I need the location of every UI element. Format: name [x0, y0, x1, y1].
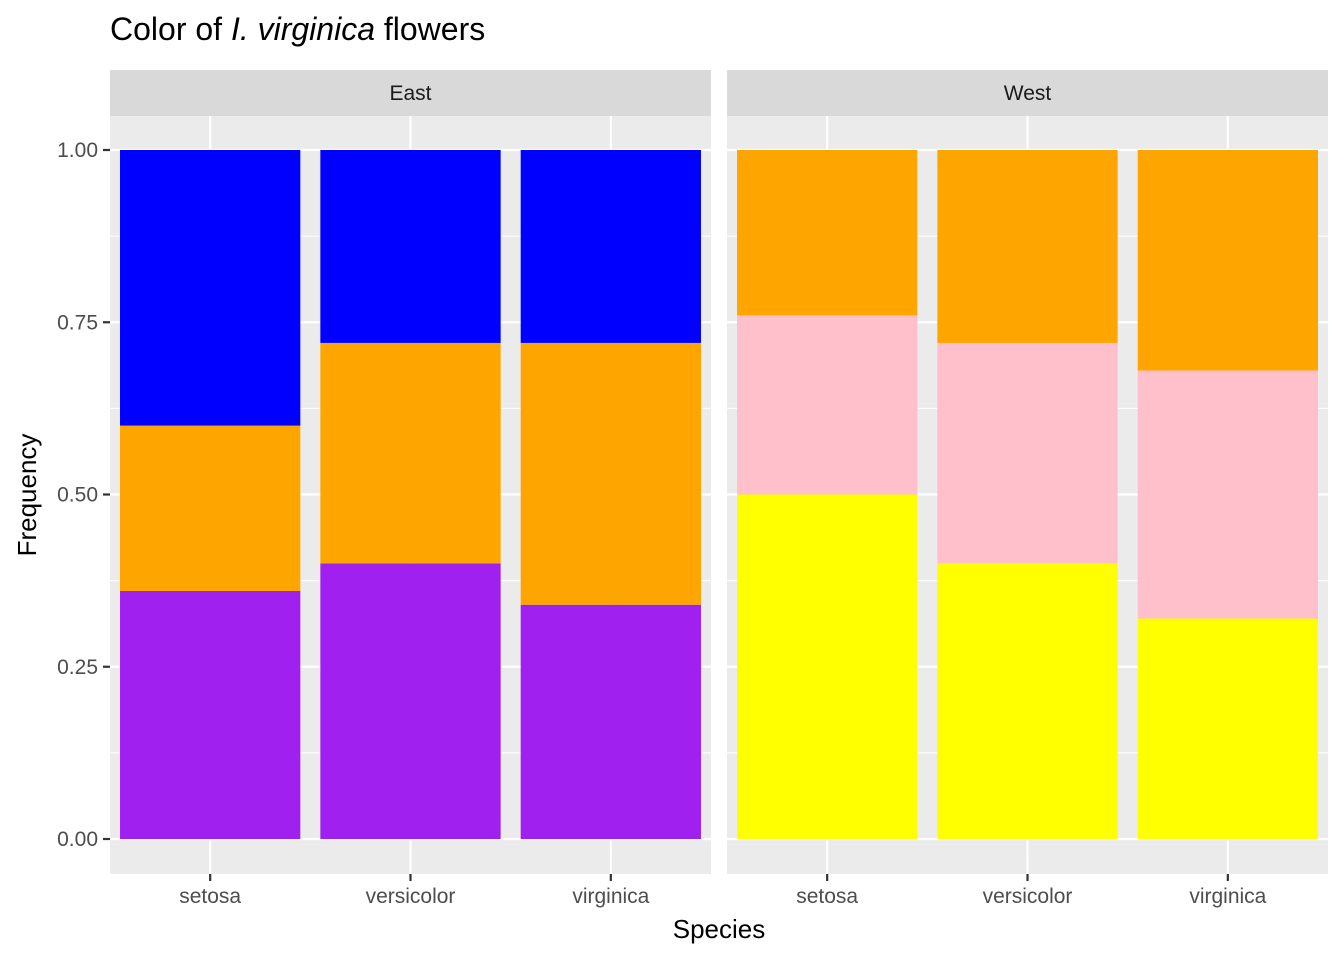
facet-strip — [727, 70, 1328, 116]
bar-segment-west-virginica-1 — [1137, 370, 1318, 619]
x-tick-label: setosa — [796, 885, 858, 908]
title-part-2: I. virginica — [231, 11, 375, 47]
bar-segment-west-versicolor-0 — [937, 563, 1118, 839]
bar-segment-east-virginica-0 — [520, 604, 701, 839]
y-tick-label: 0.75 — [57, 311, 98, 334]
y-axis: 0.00 0.25 0.50 0.75 1.00 — [57, 139, 110, 851]
bar-segment-east-virginica-2 — [520, 150, 701, 343]
bar-segment-east-versicolor-2 — [320, 150, 501, 343]
facet-panel-east: East setosa versicolor virginica — [110, 70, 711, 908]
title-part-1: Color of — [110, 11, 231, 47]
chart-title: Color of I. virginica flowers — [110, 11, 485, 47]
bar-segment-west-setosa-0 — [737, 494, 918, 839]
bar-segment-west-virginica-0 — [1137, 618, 1318, 839]
y-tick-label: 0.00 — [57, 828, 98, 851]
y-tick-label: 0.50 — [57, 484, 98, 507]
x-tick-label: virginica — [572, 885, 649, 908]
facet-strip — [110, 70, 711, 116]
bar-segment-east-versicolor-0 — [320, 563, 501, 839]
bar-segment-east-versicolor-1 — [320, 342, 501, 564]
bar-segment-east-setosa-0 — [120, 590, 301, 839]
facet-strip-label: East — [389, 82, 431, 105]
y-tick-label: 1.00 — [57, 139, 98, 162]
bar-segment-west-versicolor-1 — [937, 342, 1118, 564]
x-tick-label: virginica — [1189, 885, 1266, 908]
facet-panels: East setosa versicolor virginica West setosa v… — [110, 70, 1328, 908]
x-axis-title: Species — [673, 914, 766, 944]
y-tick-label: 0.25 — [57, 656, 98, 679]
bar-segment-west-setosa-2 — [737, 150, 918, 316]
x-tick-label: versicolor — [983, 885, 1073, 908]
y-axis-title: Frequency — [12, 434, 42, 557]
bar-segment-west-setosa-1 — [737, 315, 918, 495]
x-tick-label: setosa — [179, 885, 241, 908]
bar-segment-east-virginica-1 — [520, 342, 701, 605]
facet-panel-west: West setosa versicolor virginica — [727, 70, 1328, 908]
bar-segment-east-setosa-2 — [120, 150, 301, 426]
bar-segment-west-virginica-2 — [1137, 150, 1318, 371]
facet-strip-label: West — [1004, 82, 1052, 105]
bar-segment-east-setosa-1 — [120, 425, 301, 591]
bar-segment-west-versicolor-2 — [937, 150, 1118, 343]
title-part-3: flowers — [375, 11, 485, 47]
x-tick-label: versicolor — [366, 885, 456, 908]
